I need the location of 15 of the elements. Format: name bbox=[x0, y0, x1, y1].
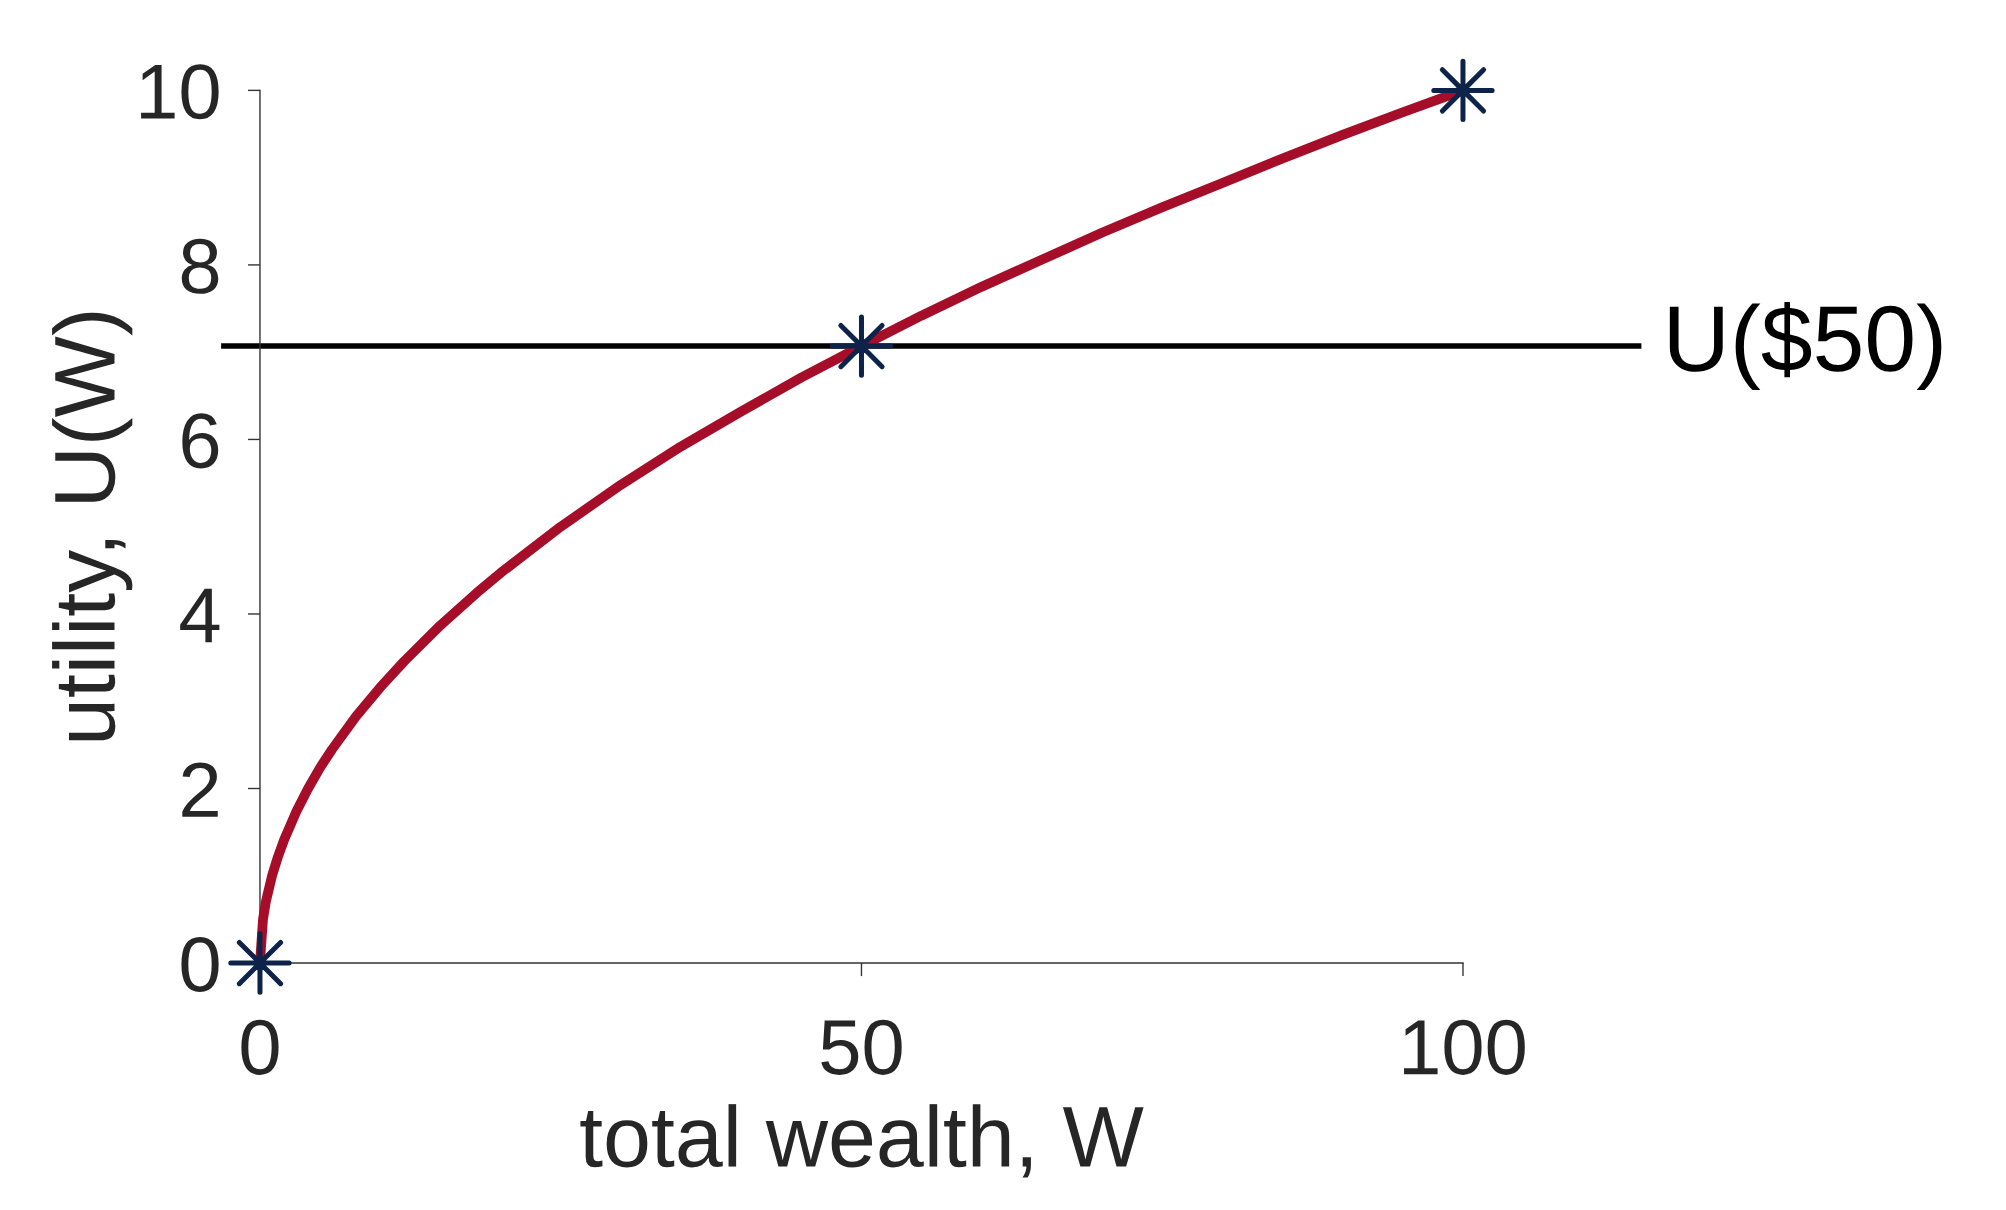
x-tick-label: 0 bbox=[241, 1019, 279, 1075]
point bbox=[829, 314, 894, 378]
x-axis-title: total wealth, W bbox=[580, 1104, 1144, 1178]
y-tick-label: 10 bbox=[141, 64, 219, 120]
y-tick-label: 4 bbox=[180, 588, 220, 643]
point bbox=[1431, 58, 1495, 123]
x-tick-label: 100 bbox=[1404, 1019, 1525, 1075]
y-axis-title: utility, U(W) bbox=[52, 312, 133, 741]
y-tick-label: 2 bbox=[182, 762, 218, 817]
y-tick-label: 0 bbox=[181, 936, 219, 992]
y-tick-label: 6 bbox=[182, 413, 219, 469]
x-tick-label: 50 bbox=[821, 1019, 902, 1075]
ref-line-label: U($50) bbox=[1669, 301, 1942, 391]
y-tick-label: 8 bbox=[181, 238, 219, 294]
point bbox=[228, 931, 292, 995]
